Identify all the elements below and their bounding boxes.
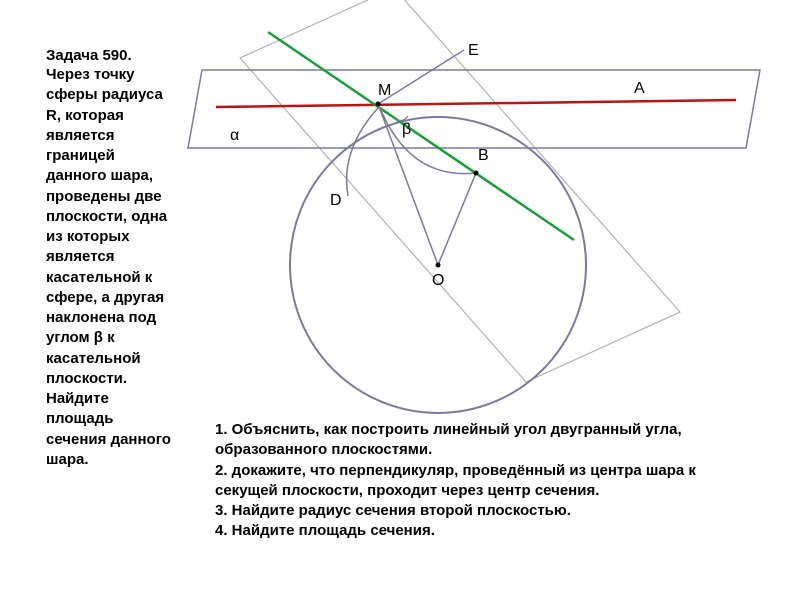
label-O: O [432,272,444,289]
problem-title: Задача 590. [46,46,176,66]
problem-body: Через точку сферы радиуса R, которая явл… [46,65,176,470]
label-B: B [478,147,489,164]
line-green [268,32,574,240]
point-M [376,102,381,107]
tangent-plane [188,70,760,148]
label-M: M [378,82,391,99]
line-a-red [216,100,736,107]
question-4: 4. Найдите площадь сечения. [215,521,745,541]
questions-block: 1. Объяснить, как построить линейный уго… [215,420,745,542]
label-beta: β [402,121,411,138]
geometry-diagram: α O M B D E A β [180,0,780,430]
label-alpha: α [230,127,239,144]
label-A: A [634,80,645,97]
label-E: E [468,42,479,59]
point-B [474,171,479,176]
label-D: D [330,192,342,209]
arc-MD [347,108,378,196]
point-O [436,263,441,268]
question-3: 3. Найдите радиус сечения второй плоскос… [215,501,745,521]
question-2: 2. докажите, что перпендикуляр, проведён… [215,461,745,502]
line-OB [438,173,476,265]
